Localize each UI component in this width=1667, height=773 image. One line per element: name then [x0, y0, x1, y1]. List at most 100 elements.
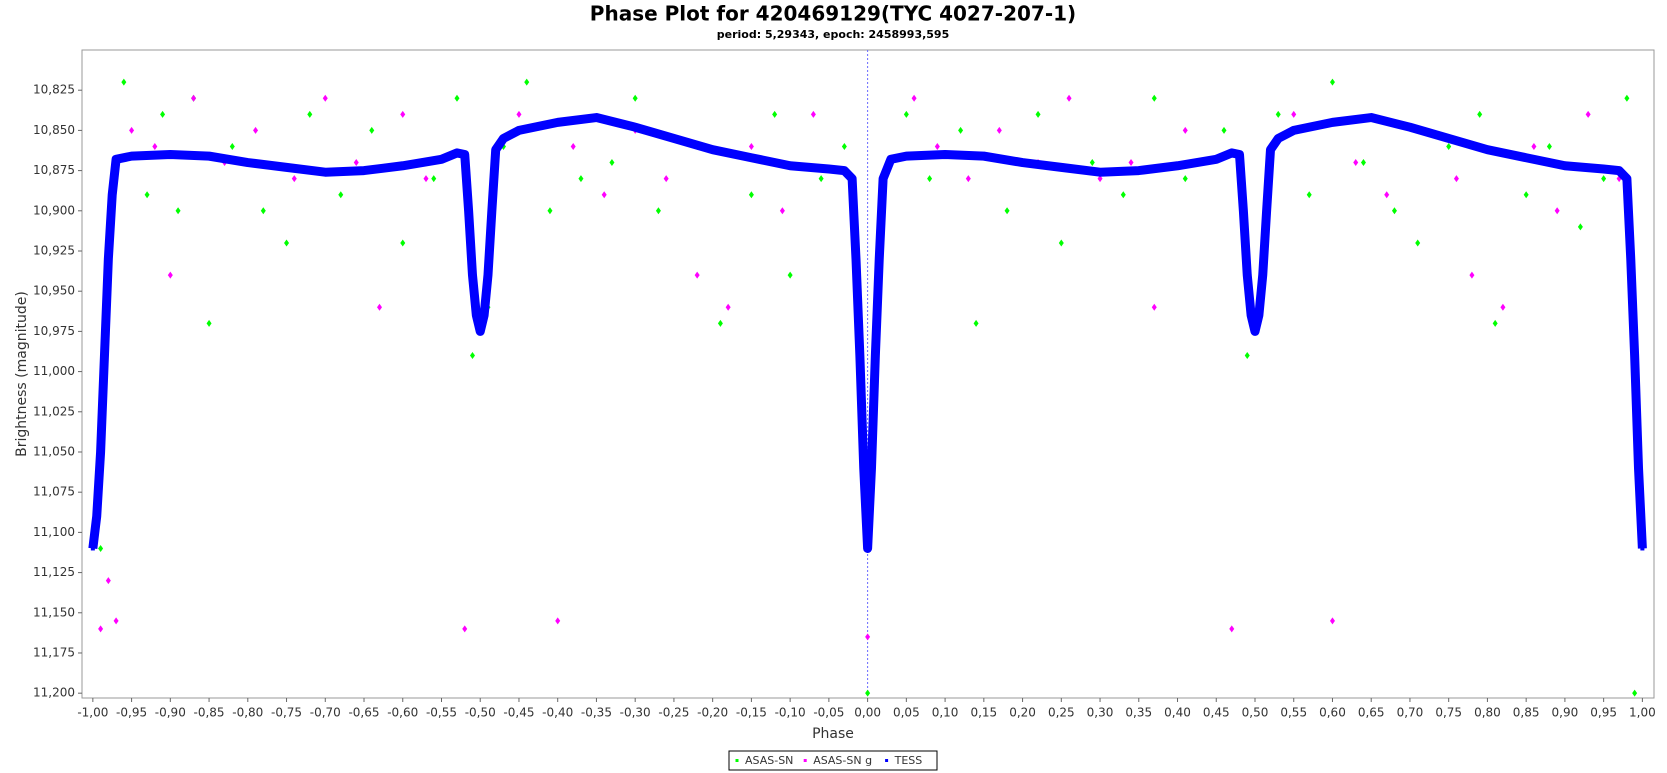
data-point — [1268, 147, 1273, 152]
data-point — [482, 313, 487, 318]
data-point — [1058, 239, 1064, 247]
data-point — [423, 175, 429, 183]
x-tick-label: 0,90 — [1552, 706, 1579, 720]
legend-label: ASAS-SN — [745, 754, 793, 767]
data-point — [943, 152, 948, 157]
data-point — [377, 303, 383, 311]
data-point — [594, 115, 599, 120]
data-point — [1485, 147, 1490, 152]
data-point — [1221, 126, 1227, 134]
data-point — [462, 625, 468, 633]
data-point — [725, 303, 731, 311]
data-point — [98, 544, 104, 552]
data-point — [1640, 546, 1645, 551]
data-point — [1329, 78, 1335, 86]
data-point — [1182, 175, 1188, 183]
legend-label: ASAS-SN g — [813, 754, 872, 767]
data-point — [129, 154, 134, 159]
data-point — [1577, 223, 1583, 231]
legend-label: TESS — [894, 754, 923, 767]
x-tick-label: 0,60 — [1319, 706, 1346, 720]
data-point — [1275, 110, 1281, 118]
data-point — [94, 514, 99, 519]
data-point — [338, 191, 344, 199]
data-point — [1632, 353, 1637, 358]
data-point — [810, 110, 816, 118]
data-point — [207, 154, 212, 159]
data-point — [1020, 160, 1025, 165]
data-point — [1562, 163, 1567, 168]
y-tick-label: 10,900 — [33, 203, 75, 217]
x-tick-label: -0,45 — [503, 706, 534, 720]
data-point — [229, 142, 235, 150]
data-point — [1128, 159, 1134, 167]
x-tick-label: -0,65 — [348, 706, 379, 720]
data-point — [1260, 273, 1265, 278]
x-tick-label: 0,00 — [854, 706, 881, 720]
data-point — [284, 239, 290, 247]
x-tick-label: -0,75 — [271, 706, 302, 720]
data-point — [601, 191, 607, 199]
y-tick-label: 11,200 — [33, 686, 75, 700]
data-point — [1329, 617, 1335, 625]
y-tick-label: 11,150 — [33, 605, 75, 619]
x-tick-label: -1,00 — [77, 706, 108, 720]
data-point — [710, 147, 715, 152]
data-point — [1524, 155, 1529, 160]
series-band — [88, 113, 1647, 553]
data-point — [1229, 625, 1235, 633]
data-point — [570, 142, 576, 150]
legend-box — [728, 750, 938, 771]
data-point — [1384, 191, 1390, 199]
data-point — [881, 176, 886, 181]
data-point — [129, 126, 135, 134]
data-point — [167, 271, 173, 279]
data-point — [1249, 313, 1254, 318]
y-tick-label: 11,075 — [33, 485, 75, 499]
data-point — [1636, 466, 1641, 471]
data-point — [1601, 166, 1606, 171]
data-point — [857, 353, 862, 358]
x-tick-label: 0,40 — [1164, 706, 1191, 720]
data-point — [547, 207, 553, 215]
data-point — [850, 176, 855, 181]
data-point — [323, 170, 328, 175]
y-tick-label: 11,000 — [33, 364, 75, 378]
data-point — [826, 166, 831, 171]
data-point — [152, 142, 158, 150]
data-point — [478, 329, 483, 334]
data-point — [110, 192, 115, 197]
data-point — [516, 128, 521, 133]
data-point — [996, 126, 1002, 134]
y-tick-label: 11,100 — [33, 525, 75, 539]
x-tick-label: 0,70 — [1397, 706, 1424, 720]
x-tick-label: 0,15 — [970, 706, 997, 720]
data-point — [493, 147, 498, 152]
data-point — [1264, 208, 1269, 213]
data-point — [748, 191, 754, 199]
data-point — [1531, 142, 1537, 150]
data-point — [655, 207, 661, 215]
data-point — [1241, 208, 1246, 213]
data-point — [454, 150, 459, 155]
data-point — [501, 136, 506, 141]
data-point — [400, 110, 406, 118]
data-point — [633, 125, 638, 130]
data-point — [1097, 175, 1103, 183]
data-point — [516, 110, 522, 118]
data-point — [1415, 239, 1421, 247]
data-point — [98, 625, 104, 633]
data-point — [1151, 303, 1157, 311]
data-point — [981, 154, 986, 159]
data-point — [877, 257, 882, 262]
data-point — [485, 273, 490, 278]
data-point — [105, 577, 111, 585]
data-point — [400, 163, 405, 168]
data-point — [1245, 273, 1250, 278]
y-tick-label: 10,925 — [33, 243, 75, 257]
data-point — [1624, 94, 1630, 102]
y-tick-label: 10,825 — [33, 83, 75, 97]
data-point — [1632, 689, 1638, 697]
x-tick-label: -0,95 — [116, 706, 147, 720]
x-tick-label: 0,20 — [1009, 706, 1036, 720]
